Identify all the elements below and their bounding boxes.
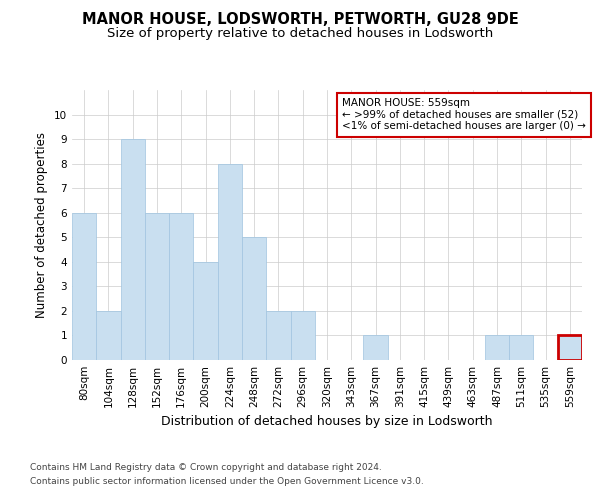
X-axis label: Distribution of detached houses by size in Lodsworth: Distribution of detached houses by size …: [161, 416, 493, 428]
Bar: [290, 311, 315, 360]
Text: MANOR HOUSE: 559sqm
← >99% of detached houses are smaller (52)
<1% of semi-detac: MANOR HOUSE: 559sqm ← >99% of detached h…: [342, 98, 586, 132]
Y-axis label: Number of detached properties: Number of detached properties: [35, 132, 49, 318]
Bar: [72, 212, 96, 360]
Text: Contains HM Land Registry data © Crown copyright and database right 2024.: Contains HM Land Registry data © Crown c…: [30, 464, 382, 472]
Bar: [558, 336, 582, 360]
Bar: [242, 238, 266, 360]
Text: Size of property relative to detached houses in Lodsworth: Size of property relative to detached ho…: [107, 28, 493, 40]
Bar: [218, 164, 242, 360]
Bar: [169, 212, 193, 360]
Bar: [485, 336, 509, 360]
Bar: [364, 336, 388, 360]
Text: Contains public sector information licensed under the Open Government Licence v3: Contains public sector information licen…: [30, 477, 424, 486]
Bar: [96, 311, 121, 360]
Bar: [145, 212, 169, 360]
Bar: [509, 336, 533, 360]
Text: MANOR HOUSE, LODSWORTH, PETWORTH, GU28 9DE: MANOR HOUSE, LODSWORTH, PETWORTH, GU28 9…: [82, 12, 518, 28]
Bar: [193, 262, 218, 360]
Bar: [266, 311, 290, 360]
Bar: [121, 139, 145, 360]
